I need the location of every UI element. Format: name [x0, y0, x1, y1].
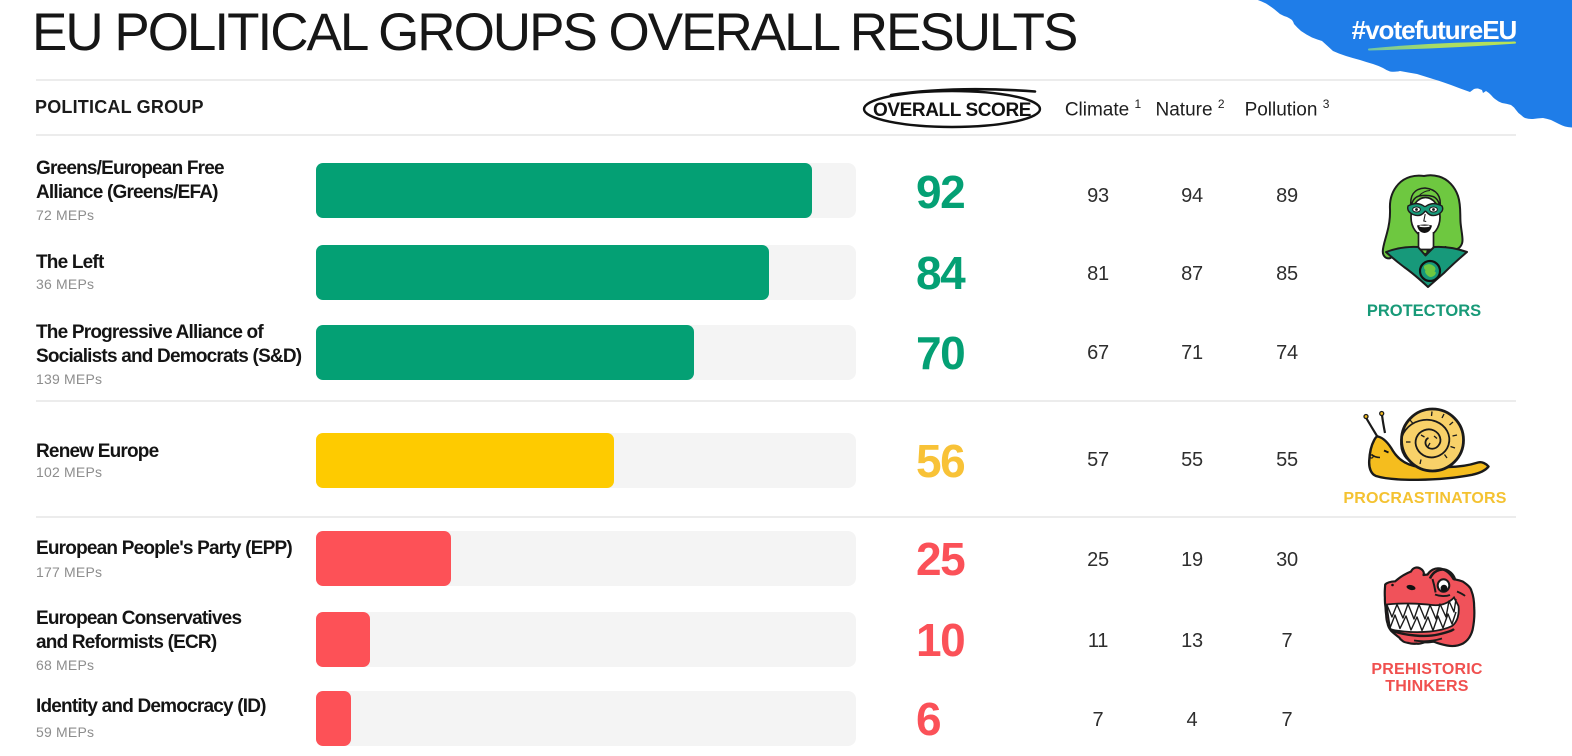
svg-text:OVERALL SCORE: OVERALL SCORE [873, 100, 1031, 121]
svg-text:#votefutureEU: #votefutureEU [1352, 15, 1517, 45]
